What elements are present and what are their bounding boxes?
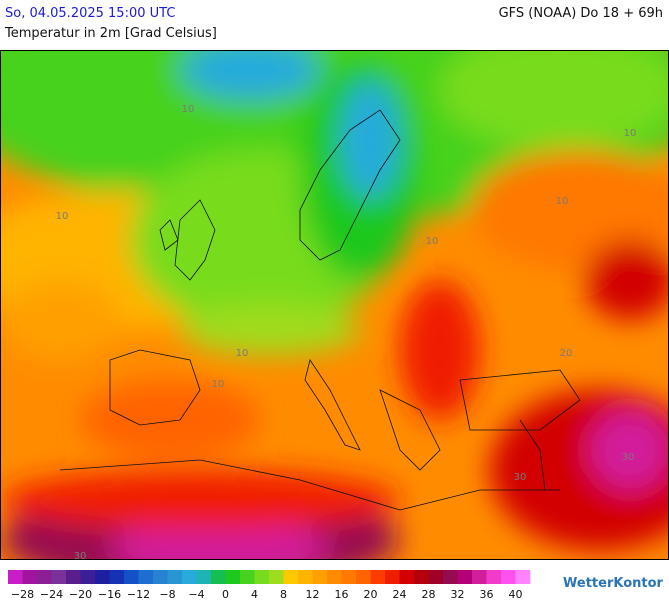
legend-tick-label: 20 <box>364 588 378 600</box>
legend-swatch <box>486 570 502 584</box>
legend-swatch <box>283 570 299 584</box>
legend-tick-label: 8 <box>280 588 287 600</box>
legend-swatch <box>37 570 52 584</box>
legend-swatch <box>370 570 386 584</box>
legend-swatch <box>240 570 255 584</box>
legend-tick-label: −8 <box>159 588 175 600</box>
legend-swatch <box>182 570 197 584</box>
legend-swatch <box>66 570 81 584</box>
contour-label: 10 <box>426 236 439 247</box>
contour-label: 10 <box>624 128 637 139</box>
legend-swatch <box>298 570 313 584</box>
datetime: So, 04.05.2025 15:00 UTC <box>5 6 176 21</box>
legend-tick-label: −12 <box>127 588 150 600</box>
legend-tick-label: −4 <box>188 588 204 600</box>
contour-labels: 101010101010102030303030 <box>56 104 637 562</box>
legend-swatch <box>269 570 284 584</box>
logo: WetterKontor <box>563 576 663 591</box>
legend-tick-label: 28 <box>422 588 436 600</box>
legend-swatch <box>51 570 67 584</box>
legend-swatch <box>167 570 183 584</box>
temperature-map: 101010101010102030303030 <box>0 50 669 562</box>
legend-swatch <box>327 570 342 584</box>
legend-tick-label: −16 <box>98 588 121 600</box>
legend-tick-label: 32 <box>451 588 465 600</box>
legend-swatch <box>196 570 212 584</box>
contour-label: 30 <box>74 551 87 562</box>
legend-tick-label: −24 <box>40 588 63 600</box>
legend-swatch <box>211 570 226 584</box>
legend-swatch <box>138 570 154 584</box>
legend-swatch <box>457 570 473 584</box>
legend-tick-label: 4 <box>251 588 258 600</box>
legend-tick-label: 40 <box>509 588 523 600</box>
contour-label: 10 <box>236 348 249 359</box>
contour-label: 10 <box>56 211 69 222</box>
legend-swatch <box>8 570 23 584</box>
contour-label: 10 <box>182 104 195 115</box>
legend-tick-label: 24 <box>393 588 407 600</box>
legend-swatch <box>356 570 371 584</box>
legend-tick-label: 0 <box>222 588 229 600</box>
legend-swatch <box>414 570 429 584</box>
legend-swatch <box>124 570 139 584</box>
temperature-field: 101010101010102030303030 <box>1 51 668 562</box>
legend-swatch <box>153 570 168 584</box>
color-legend: −28 −24 −20 −16 −12 −8 −4 0 4 8 12 16 20 24 28 32 36 40 <box>8 570 531 600</box>
legend-swatch <box>515 570 531 584</box>
contour-label: 10 <box>556 196 569 207</box>
legend-swatch <box>428 570 444 584</box>
contour-label: 20 <box>560 348 573 359</box>
legend-swatch <box>472 570 487 584</box>
contour-label: 30 <box>622 452 635 463</box>
legend-swatch <box>443 570 458 584</box>
legend-swatch <box>95 570 110 584</box>
legend-swatch <box>501 570 516 584</box>
legend-swatch <box>385 570 400 584</box>
contour-label: 30 <box>514 472 527 483</box>
legend-tick-label: 16 <box>335 588 349 600</box>
legend-tick-label: −28 <box>11 588 34 600</box>
coastlines <box>59 109 581 511</box>
legend-tick-label: 12 <box>306 588 320 600</box>
legend-swatch <box>312 570 328 584</box>
legend-swatch <box>225 570 241 584</box>
legend-swatch <box>254 570 270 584</box>
legend-tick-label: 36 <box>480 588 494 600</box>
legend-swatch <box>109 570 125 584</box>
legend-swatch <box>22 570 38 584</box>
legend-swatch <box>80 570 96 584</box>
legend-swatch <box>399 570 415 584</box>
contour-label: 10 <box>212 379 225 390</box>
legend-swatch <box>341 570 357 584</box>
legend-tick-label: −20 <box>69 588 92 600</box>
subtitle: Temperatur in 2m [Grad Celsius] <box>5 26 217 41</box>
model-run: GFS (NOAA) Do 18 + 69h <box>498 6 663 21</box>
